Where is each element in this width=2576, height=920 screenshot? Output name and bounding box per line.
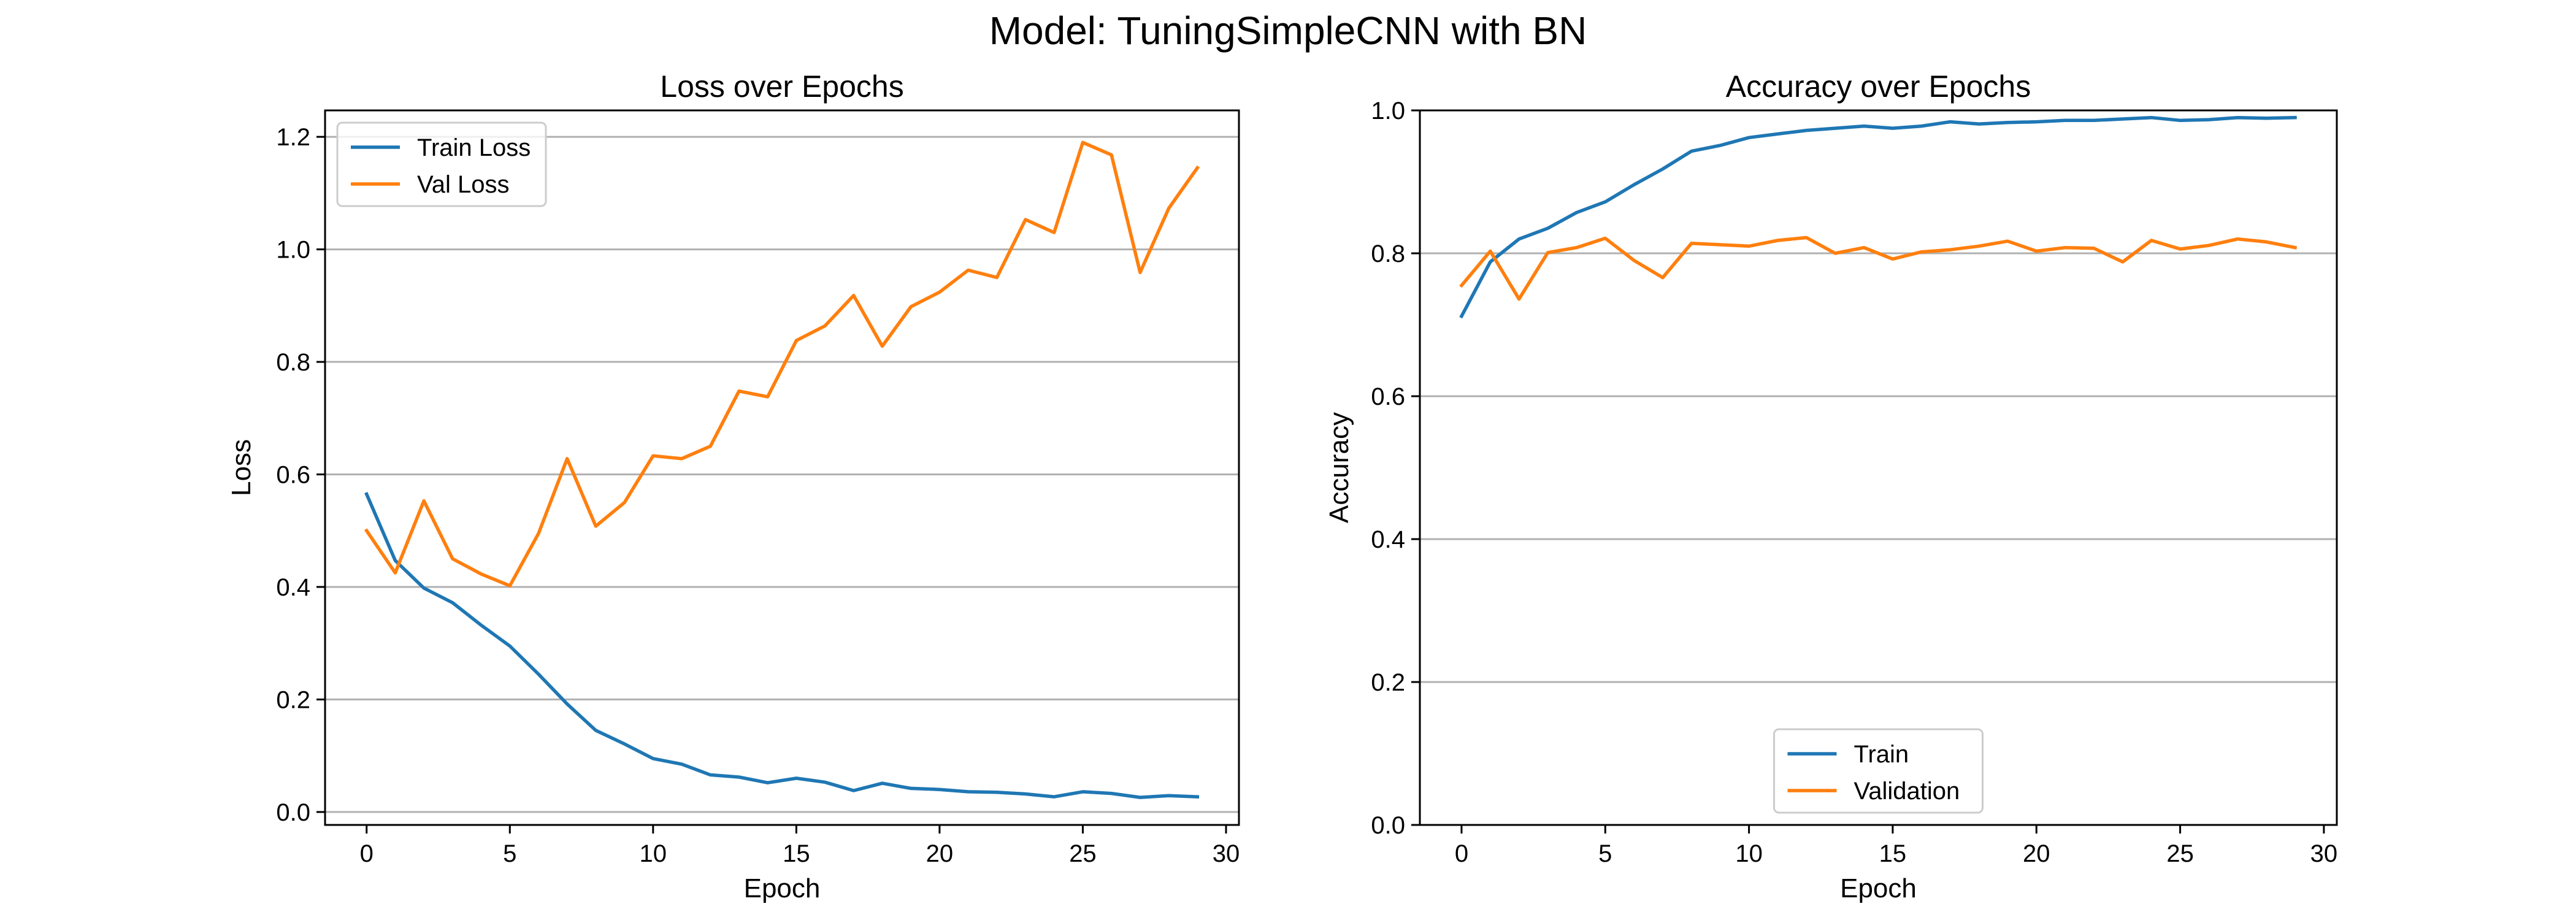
x-tick-label: 10 — [640, 840, 667, 867]
x-tick-label: 5 — [1598, 840, 1612, 867]
legend-label: Validation — [1854, 778, 1960, 805]
y-axis-label: Accuracy — [1324, 412, 1354, 523]
x-tick-label: 25 — [1069, 840, 1097, 867]
x-tick-label: 10 — [1735, 840, 1763, 867]
y-tick-label: 0.2 — [276, 686, 310, 713]
y-tick-label: 0.0 — [276, 799, 310, 826]
chart-title: Loss over Epochs — [660, 69, 903, 104]
y-tick-label: 0.4 — [276, 574, 310, 601]
legend: Train Validation — [1773, 728, 1984, 814]
series-line-validation — [1459, 236, 2298, 301]
y-tick-label: 0.4 — [1371, 526, 1405, 553]
figure-suptitle: Model: TuningSimpleCNN with BN — [989, 9, 1587, 53]
chart-panel-1: 0 5 10 15 20 25 30 0.0 0.2 0.4 0.6 0.8 1.0 1.2 Loss ov… — [226, 69, 1240, 903]
x-tick-label: 0 — [360, 840, 374, 867]
y-tick-label: 0.0 — [1371, 812, 1405, 839]
series-line-train-loss — [364, 491, 1200, 799]
legend-label: Val Loss — [417, 171, 509, 198]
chart-panel-2: 0 5 10 15 20 25 30 0.0 0.2 0.4 0.6 0.8 1.0 Accuracy o… — [1324, 69, 2338, 903]
x-axis-label: Epoch — [1840, 873, 1917, 903]
x-tick-label: 20 — [926, 840, 954, 867]
series-line-val-loss — [364, 140, 1200, 588]
x-tick-label: 15 — [1879, 840, 1907, 867]
x-axis-label: Epoch — [744, 873, 821, 903]
y-tick-label: 0.2 — [1371, 669, 1405, 696]
y-axis-label: Loss — [226, 439, 256, 496]
legend-label: Train Loss — [417, 134, 531, 161]
y-tick-label: 0.6 — [1371, 383, 1405, 410]
chart-title: Accuracy over Epochs — [1726, 69, 2031, 104]
y-tick-label: 0.6 — [276, 462, 310, 489]
axes-frame — [1419, 109, 2338, 826]
x-tick-label: 25 — [2166, 840, 2194, 867]
x-tick-label: 15 — [783, 840, 810, 867]
x-tick-label: 20 — [2023, 840, 2050, 867]
x-tick-label: 5 — [503, 840, 516, 867]
series-line-train — [1459, 115, 2297, 319]
legend: Train Loss Val Loss — [336, 121, 547, 207]
y-tick-label: 1.0 — [276, 237, 310, 264]
x-tick-label: 30 — [1213, 840, 1240, 867]
y-tick-label: 0.8 — [276, 349, 310, 376]
y-tick-label: 0.8 — [1371, 240, 1405, 267]
x-tick-label: 30 — [2310, 840, 2338, 867]
y-tick-label: 1.0 — [1371, 98, 1405, 125]
axes-frame — [324, 109, 1240, 826]
x-tick-label: 0 — [1455, 840, 1468, 867]
legend-label: Train — [1854, 741, 1909, 768]
y-tick-label: 1.2 — [276, 124, 310, 151]
